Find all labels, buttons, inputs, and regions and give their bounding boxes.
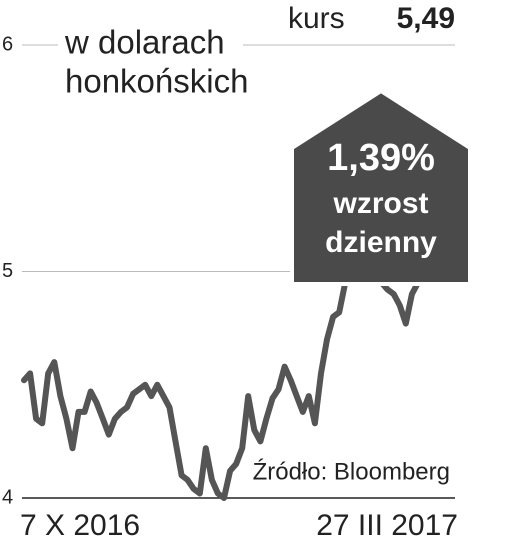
change-label: dzienny <box>325 226 437 259</box>
change-value: 1,39% <box>327 137 435 179</box>
price-backdrop <box>280 0 460 40</box>
y-tick-label: 4 <box>2 486 13 508</box>
source: Źródło: Bloomberg <box>253 458 450 485</box>
grid: 4 5 6 7 X 2016 27 III 2017 <box>2 33 458 542</box>
change-label: wzrost <box>332 187 428 220</box>
x-tick-label: 27 III 2017 <box>316 509 458 542</box>
y-tick-label: 5 <box>2 260 13 282</box>
change-arrow <box>290 88 472 286</box>
title-backdrop <box>58 22 243 108</box>
price-value: 5,49 <box>397 2 455 35</box>
y-tick-label: 6 <box>2 33 13 55</box>
unit-label: w dolarach <box>64 24 225 61</box>
x-tick-label: 7 X 2016 <box>20 509 140 542</box>
unit-label: honkońskich <box>65 63 248 100</box>
price-label: kurs <box>288 2 345 35</box>
